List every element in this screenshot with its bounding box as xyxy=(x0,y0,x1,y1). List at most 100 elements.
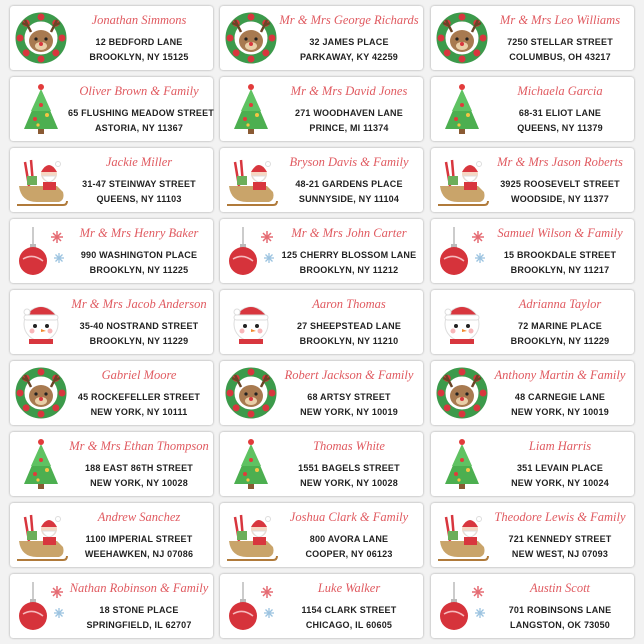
ornament-icon xyxy=(19,582,64,630)
icon-shape xyxy=(255,324,259,328)
address-label: Robert Jackson & Family 68 ARTSY STREET NE… xyxy=(220,361,423,425)
city-line: NEW YORK, NY 10028 xyxy=(300,478,398,488)
tree-icon xyxy=(24,84,58,134)
icon-shape xyxy=(232,255,254,262)
address-text: Andrew Sanchez 1100 IMPERIAL STREET WEEHAW… xyxy=(68,503,210,567)
icon-shape xyxy=(465,37,469,41)
address-label: Oliver Brown & Family 65 FLUSHING MEADOW … xyxy=(10,77,214,141)
sleigh-icon xyxy=(438,159,489,206)
icon-shape xyxy=(460,458,464,462)
icon-shape xyxy=(472,586,484,598)
icon-shape xyxy=(253,182,266,190)
icon-shape xyxy=(33,117,37,121)
street-line: 701 ROBINSONS LANE xyxy=(508,605,612,615)
icon-shape xyxy=(460,42,464,46)
icon-shape xyxy=(237,531,247,540)
icon-shape xyxy=(440,247,468,275)
icon-shape xyxy=(22,255,44,262)
icon-shape xyxy=(464,537,477,545)
street-line: 31-47 STEINWAY STREET xyxy=(82,179,196,189)
icon-shape xyxy=(243,324,247,328)
icon-shape xyxy=(52,587,62,597)
icon-shape xyxy=(466,324,470,328)
address-text: Jackie Miller 31-47 STEINWAY STREET QUEENS… xyxy=(68,148,210,212)
icon-shape xyxy=(233,314,269,321)
icon-shape xyxy=(233,308,241,316)
icon-shape xyxy=(459,484,465,489)
address-text: Mr & Mrs John Carter 125 CHERRY BLOSSOM L… xyxy=(278,219,420,283)
icon-shape xyxy=(450,328,456,334)
icon-shape xyxy=(251,329,256,332)
ornament-icon xyxy=(19,227,64,275)
city-line: WOODSIDE, NY 11377 xyxy=(511,194,609,204)
recipient-name: Jackie Miller xyxy=(105,155,173,169)
street-line: 1100 IMPERIAL STREET xyxy=(85,534,193,544)
icon-shape xyxy=(476,161,482,167)
sleigh-icon xyxy=(227,159,278,206)
city-line: NEW YORK, NY 10028 xyxy=(90,478,188,488)
address-label: Joshua Clark & Family 800 AVORA LANE COOPE… xyxy=(220,503,423,567)
wreath-icon xyxy=(436,12,488,64)
address-text: Mr & Mrs Henry Baker 990 WASHINGTON PLACE… xyxy=(68,219,210,283)
icon-shape xyxy=(443,610,465,617)
street-line: 18 STONE PLACE xyxy=(99,605,179,615)
recipient-name: Aaron Thomas xyxy=(312,297,386,311)
icon-shape xyxy=(459,439,465,445)
tree-icon xyxy=(445,439,479,489)
icon-shape xyxy=(22,49,30,57)
icon-shape xyxy=(39,103,43,107)
icon-shape xyxy=(23,308,31,316)
city-line: BROOKLYN, NY 11217 xyxy=(510,265,610,275)
street-line: 1154 CLARK STREET xyxy=(301,605,397,615)
ornament-icon xyxy=(440,227,485,275)
icon-shape xyxy=(254,392,258,396)
street-line: 35-40 NOSTRAND STREET xyxy=(79,321,199,331)
icon-shape xyxy=(229,186,274,202)
street-line: 48 CARNEGIE LANE xyxy=(514,392,606,402)
city-line: WEEHAWKEN, NJ 07086 xyxy=(84,549,194,559)
recipient-name: Nathan Robinson & Family xyxy=(69,581,209,595)
icon-shape xyxy=(55,161,61,167)
icon-shape xyxy=(457,478,461,482)
sleigh-icon xyxy=(227,514,278,561)
recipient-name: Joshua Clark & Family xyxy=(289,510,409,524)
recipient-name: Jonathan Simmons xyxy=(91,13,187,27)
tree-icon xyxy=(24,439,58,489)
icon-shape xyxy=(19,602,47,630)
icon-shape xyxy=(39,42,43,46)
icon-shape xyxy=(475,608,485,618)
street-line: 351 LEVAIN PLACE xyxy=(516,463,604,473)
icon-shape xyxy=(457,123,461,127)
icon-shape xyxy=(51,231,63,243)
icon-shape xyxy=(462,175,478,183)
street-line: 721 KENNEDY STREET xyxy=(508,534,612,544)
icon-shape xyxy=(52,49,60,57)
icon-shape xyxy=(450,385,474,407)
city-line: NEW YORK, NY 10019 xyxy=(511,407,609,417)
recipient-name: Mr & Mrs George Richards xyxy=(279,13,419,27)
icon-shape xyxy=(247,410,255,418)
recipient-name: Adrianna Taylor xyxy=(518,297,602,311)
city-line: NEW WEST, NJ 07093 xyxy=(511,549,609,559)
address-label: Jonathan Simmons 12 BEDFORD LANE BROOKLYN,… xyxy=(10,6,213,70)
icon-shape xyxy=(264,253,274,263)
icon-shape xyxy=(473,404,481,412)
address-label: Mr & Mrs Ethan Thompson 188 EAST 86TH STR… xyxy=(10,432,213,496)
icon-shape xyxy=(249,458,253,462)
icon-shape xyxy=(229,247,257,275)
icon-shape xyxy=(455,37,459,41)
icon-shape xyxy=(473,587,483,597)
address-label: Gabriel Moore 45 ROCKEFELLER STREET NEW YO… xyxy=(10,361,213,425)
address-label: Thomas White 1551 BAGELS STREET NEW YORK, … xyxy=(220,432,423,496)
icon-shape xyxy=(462,520,478,527)
icon-shape xyxy=(462,530,478,538)
address-label: Mr & Mrs Henry Baker 990 WASHINGTON PLACE… xyxy=(10,219,213,283)
icon-shape xyxy=(261,586,273,598)
icon-shape xyxy=(244,37,248,41)
icon-shape xyxy=(239,328,245,334)
street-line: 990 WASHINGTON PLACE xyxy=(80,250,198,260)
address-label: Bryson Davis & Family 48-21 GARDENS PLACE… xyxy=(220,148,423,212)
icon-shape xyxy=(44,37,48,41)
street-line: 1551 BAGELS STREET xyxy=(298,463,400,473)
